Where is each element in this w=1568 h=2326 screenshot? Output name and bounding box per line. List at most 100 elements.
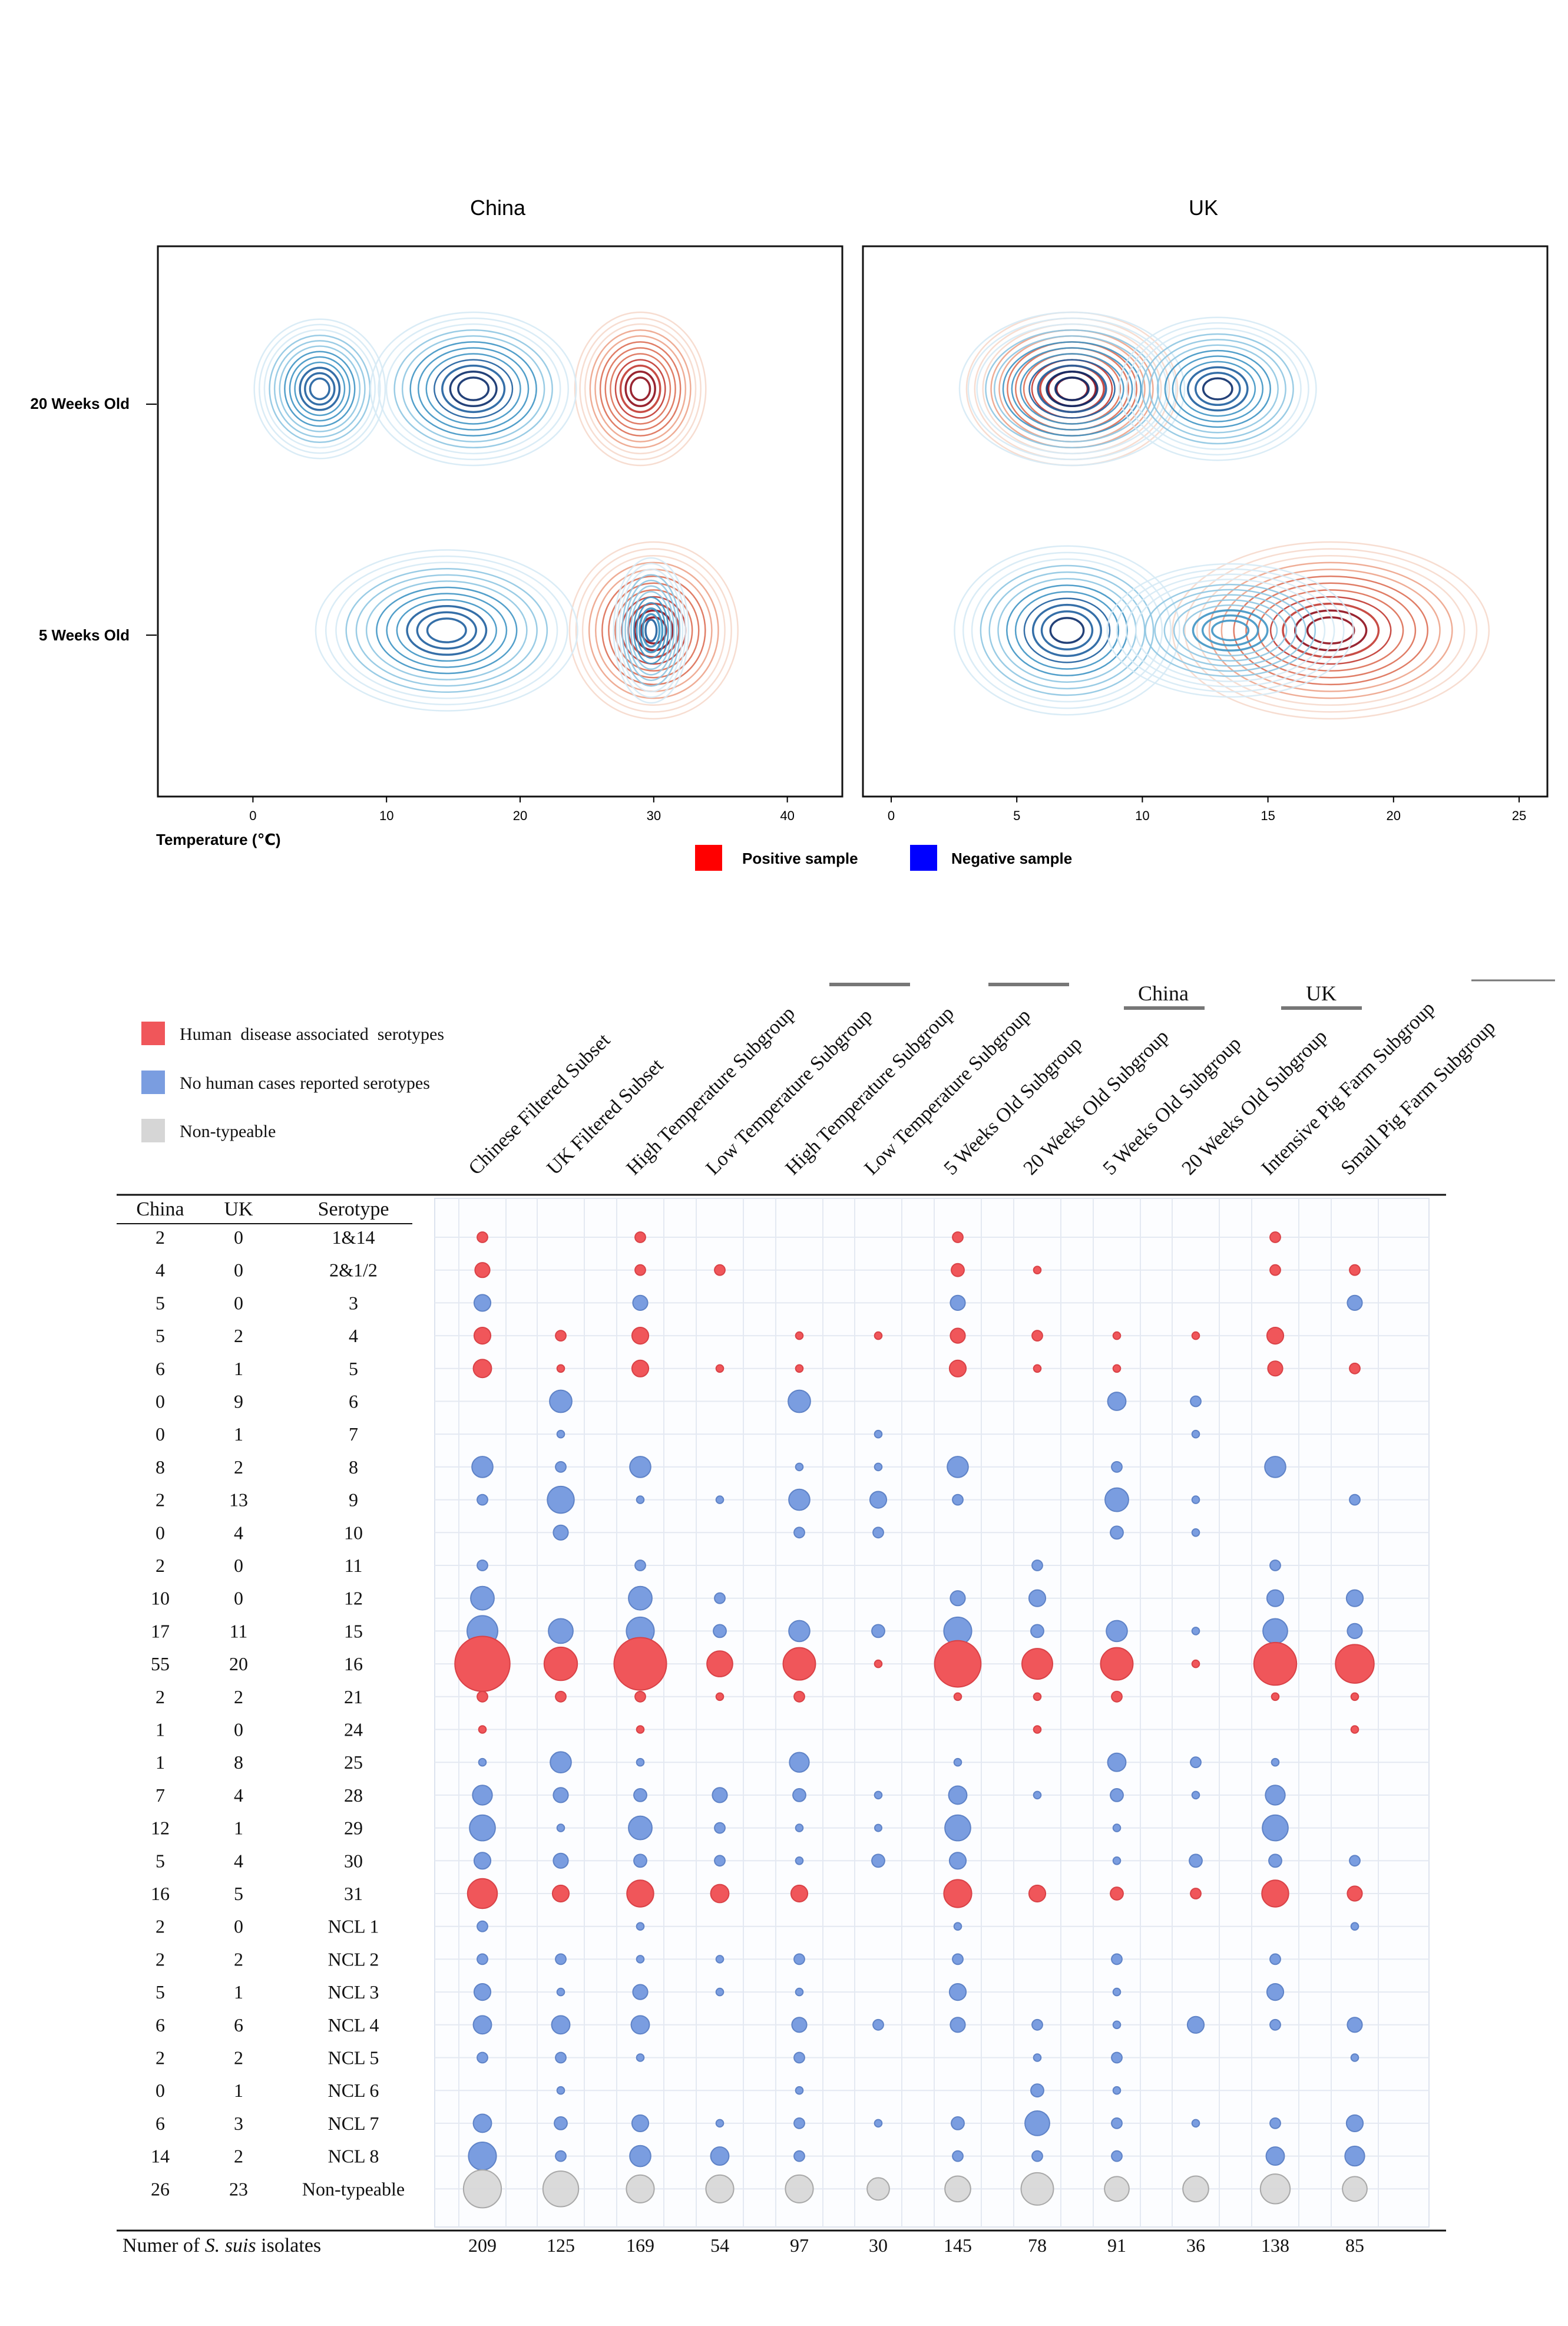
bubble-29 [1112, 1823, 1122, 1832]
bubble-30 [795, 1856, 804, 1865]
bubble-ncl-7 [874, 2119, 883, 2128]
bubble-ncl-4 [1186, 2016, 1205, 2034]
bubble-ncl-3 [715, 1987, 725, 1997]
bubble-21 [1033, 1692, 1042, 1701]
contour-level [401, 335, 545, 442]
bubble-7 [1191, 1429, 1200, 1439]
uk-panel-title: UK [1189, 196, 1218, 220]
contour-level [1282, 602, 1380, 659]
contour-level [355, 574, 538, 687]
bubble-3 [1347, 1294, 1363, 1311]
row-uk-count: 0 [234, 1555, 243, 1576]
contour-level [294, 361, 346, 417]
contour-level [304, 372, 336, 406]
contour-level [1037, 364, 1107, 414]
bubble-12 [950, 1590, 966, 1607]
bubble-5 [631, 1359, 650, 1377]
row-serotype: 16 [344, 1653, 363, 1674]
bubble-4 [1112, 1331, 1122, 1340]
row-uk-count: 1 [234, 1358, 243, 1379]
contour-level [1187, 366, 1249, 412]
x-tick-label: 0 [249, 808, 256, 823]
contour-level [1294, 609, 1368, 652]
contour-level [1054, 376, 1090, 401]
bubble-ncl-2 [715, 1955, 725, 1964]
contour-level [644, 619, 658, 642]
bubble-ncl-5 [555, 2051, 567, 2064]
contour-level [1172, 541, 1490, 720]
contour-level [1269, 596, 1392, 665]
uk-contour-panel: 0 5 10 15 20 25 [862, 245, 1549, 823]
contour-level [980, 564, 1155, 696]
column-total: 91 [1107, 2235, 1126, 2256]
x-tick-label: 20 [513, 808, 527, 823]
bubble-6 [549, 1389, 573, 1413]
bubble-gridlines [435, 1198, 1429, 2227]
bubble-30 [1268, 1853, 1282, 1868]
bubble-ncl-2 [636, 1955, 645, 1964]
row-serotype: 9 [349, 1489, 358, 1511]
y-label-5-weeks: 5 Weeks Old [39, 626, 130, 644]
column-total: 138 [1261, 2235, 1289, 2256]
contour-level [599, 341, 682, 437]
bubble-25 [1190, 1756, 1202, 1769]
x-tick-label: 15 [1261, 808, 1275, 823]
row-serotype: 12 [344, 1588, 363, 1609]
contour-level [1179, 361, 1256, 417]
bubble-9 [1191, 1495, 1200, 1504]
contour-level [1011, 347, 1133, 431]
bubble-6 [1107, 1392, 1127, 1411]
contour-level [624, 579, 678, 682]
bubble-ncl-6 [795, 2086, 804, 2095]
bubble-ncl-4 [1112, 2020, 1122, 2030]
row-uk-count: 2 [234, 2047, 243, 2069]
bubble-ncl-4 [551, 2015, 571, 2035]
contour-level [954, 545, 1180, 716]
contour-level [396, 599, 497, 662]
row-serotype: 3 [349, 1292, 358, 1313]
bubble-30 [633, 1853, 647, 1868]
contour-level [584, 323, 697, 455]
bubble-1-14 [952, 1231, 964, 1243]
row-serotype: 15 [344, 1620, 363, 1641]
contour-level [253, 318, 386, 460]
bubble-5 [715, 1364, 725, 1373]
bubble-non-typeable [1020, 2172, 1054, 2206]
row-uk-count: 6 [234, 2014, 243, 2036]
contour-level [1020, 353, 1124, 425]
bubble-5 [556, 1364, 565, 1373]
row-serotype: 8 [349, 1456, 358, 1478]
bubble-ncl-6 [1030, 2083, 1044, 2098]
bubble-ncl-8 [1031, 2150, 1043, 2162]
legend-label-non-typeable: Non-typeable [180, 1122, 276, 1141]
row-china-count: 5 [156, 1850, 165, 1871]
bubble-4 [1266, 1327, 1285, 1345]
row-uk-count: 1 [234, 1818, 243, 1839]
row-uk-count: 3 [234, 2113, 243, 2134]
bubble-5 [1267, 1360, 1283, 1377]
contour-level [365, 580, 528, 680]
contour-legend: Positive sample Negative sample [695, 845, 1072, 871]
china-panel-title: China [470, 196, 526, 220]
bubble-16 [706, 1650, 733, 1677]
bubble-ncl-1 [636, 1922, 645, 1931]
row-serotype: 1&14 [332, 1227, 375, 1248]
contour-level [1192, 609, 1269, 652]
bubble-9 [1349, 1494, 1361, 1506]
bubble-ncl-3 [473, 1983, 492, 2001]
row-uk-count: 23 [229, 2178, 248, 2199]
row-serotype: Non-typeable [302, 2178, 405, 2199]
bubble-24 [1033, 1725, 1042, 1734]
row-uk-count: 1 [234, 1423, 243, 1445]
bubble-10 [553, 1524, 569, 1541]
row-china-count: 6 [156, 1358, 165, 1379]
row-china-count: 8 [156, 1456, 165, 1478]
bubble-15 [1030, 1624, 1044, 1638]
bubble-31 [790, 1884, 809, 1903]
bubble-ncl-8 [629, 2145, 651, 2168]
contour-level [1133, 328, 1302, 450]
bubble-15 [1106, 1620, 1128, 1643]
bubble-15 [788, 1620, 811, 1643]
bubble-ncl-8 [1111, 2150, 1123, 2162]
